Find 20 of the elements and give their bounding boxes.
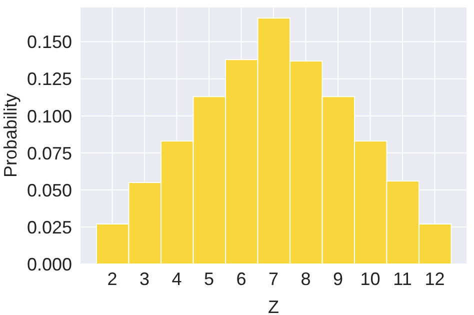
y-tick-label: 0.000: [26, 254, 72, 274]
y-tick-label: 0.025: [26, 217, 72, 238]
x-tick-label: 9: [332, 268, 344, 289]
x-tick-label: 12: [424, 268, 445, 289]
y-tick-label: 0.075: [26, 143, 72, 164]
x-tick-label: 2: [107, 268, 118, 289]
x-tick-label: 6: [236, 268, 246, 289]
x-axis-title: Z: [268, 297, 279, 315]
x-tick-label: 4: [172, 268, 182, 289]
y-tick-label: 0.050: [26, 180, 72, 200]
x-tick-label: 3: [139, 268, 150, 289]
y-axis-title: Probability: [0, 93, 20, 178]
x-tick-label: 8: [300, 268, 311, 289]
x-tick-label: 5: [204, 268, 214, 289]
x-tick-label: 7: [268, 268, 279, 289]
y-tick-label: 0.125: [26, 69, 72, 90]
x-tick-label: 11: [393, 268, 412, 289]
x-tick-label: 10: [360, 268, 380, 289]
y-tick-label: 0.150: [26, 32, 72, 52]
y-tick-label: 0.100: [26, 106, 72, 126]
